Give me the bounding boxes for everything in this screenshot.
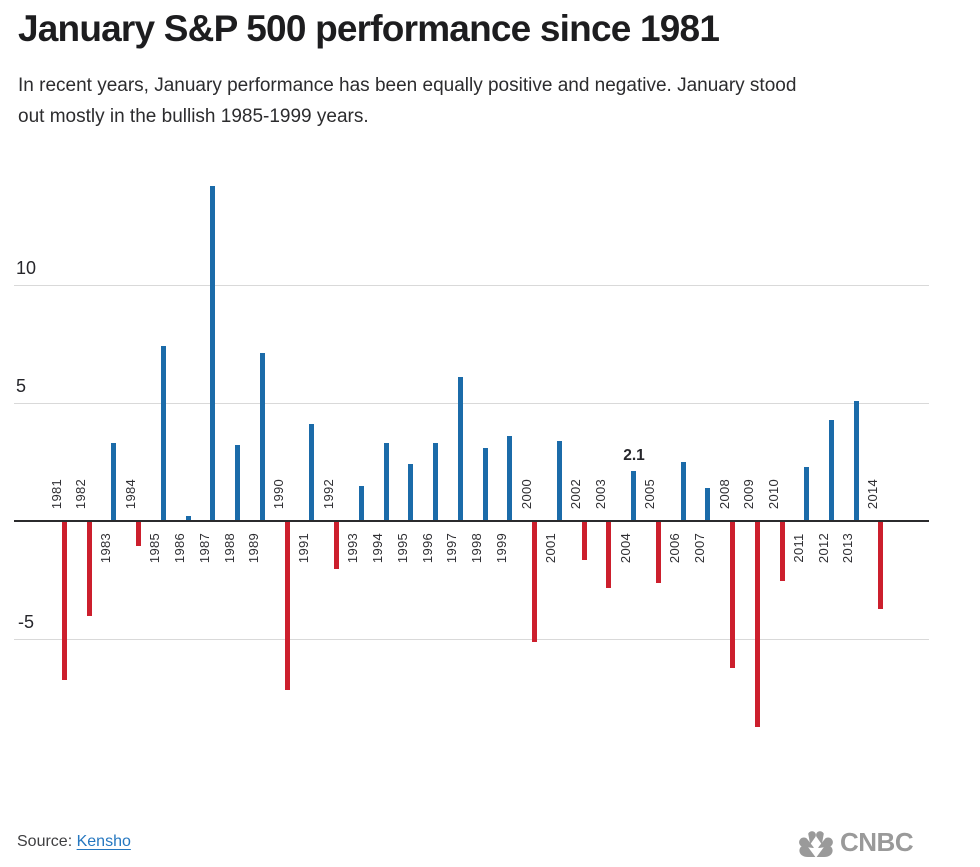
bar-2001	[557, 441, 562, 521]
y-axis-label-10: 10	[16, 258, 37, 278]
chart-subtitle: In recent years, January performance has…	[18, 70, 968, 132]
value-annotation-2004: 2.1	[623, 447, 645, 464]
year-label-1987: 1987	[197, 532, 212, 564]
bar-2002	[582, 522, 587, 560]
year-label-1995: 1995	[395, 532, 410, 564]
cnbc-logo: CNBC	[796, 826, 980, 860]
bar-2013	[854, 401, 859, 521]
year-label-1998: 1998	[469, 532, 484, 564]
year-label-2014: 2014	[865, 478, 880, 510]
year-label-1989: 1989	[246, 532, 261, 564]
bar-1992	[334, 522, 339, 569]
bar-2006	[681, 462, 686, 521]
bar-1986	[186, 516, 191, 521]
bar-2007	[705, 488, 710, 521]
year-label-2012: 2012	[816, 532, 831, 564]
bar-2005	[656, 522, 661, 583]
year-label-1988: 1988	[222, 532, 237, 564]
bar-2008	[730, 522, 735, 668]
bar-2014	[878, 522, 883, 609]
year-label-1985: 1985	[147, 532, 162, 564]
year-label-1986: 1986	[172, 532, 187, 564]
year-label-2002: 2002	[568, 478, 583, 510]
bar-1989	[260, 353, 265, 521]
year-label-2000: 2000	[519, 478, 534, 510]
source-line: Source: Kensho	[17, 833, 131, 851]
chart-area: 10 5 -5 1981 1982 1983 1984 1985 1986 1987 1988 198…	[14, 186, 929, 727]
bar-1990	[285, 522, 290, 690]
bar-2010	[780, 522, 785, 581]
year-label-1997: 1997	[444, 532, 459, 564]
year-label-2009: 2009	[741, 478, 756, 510]
bar-1996	[433, 443, 438, 521]
bar-1993	[359, 486, 364, 521]
peacock-icon	[799, 831, 833, 857]
bar-2009	[755, 522, 760, 727]
bar-1988	[235, 445, 240, 521]
subtitle-line-2: out mostly in the bullish 1985-1999 year…	[18, 106, 369, 127]
bar-1999	[507, 436, 512, 521]
gridline--5	[14, 639, 929, 640]
bar-2000	[532, 522, 537, 642]
year-label-1982: 1982	[73, 478, 88, 510]
gridline-10	[14, 285, 929, 286]
year-label-2013: 2013	[840, 532, 855, 564]
year-label-1990: 1990	[271, 478, 286, 510]
source-link-kensho[interactable]: Kensho	[76, 833, 131, 850]
year-label-2008: 2008	[717, 478, 732, 510]
bar-1997	[458, 377, 463, 521]
source-label: Source:	[17, 833, 73, 850]
bar-1991	[309, 424, 314, 521]
year-label-2007: 2007	[692, 532, 707, 564]
bar-1981	[62, 522, 67, 680]
year-label-1991: 1991	[296, 532, 311, 564]
y-axis-label-5: 5	[16, 376, 27, 396]
year-label-2006: 2006	[667, 532, 682, 564]
year-label-1981: 1981	[49, 478, 64, 510]
year-label-1999: 1999	[494, 532, 509, 564]
year-label-2004: 2004	[618, 532, 633, 564]
year-label-2005: 2005	[642, 478, 657, 510]
bar-2012	[829, 420, 834, 521]
chart-title: January S&P 500 performance since 1981	[18, 8, 720, 49]
subtitle-line-1: In recent years, January performance has…	[18, 75, 797, 96]
bar-1987	[210, 186, 215, 521]
year-label-1996: 1996	[420, 532, 435, 564]
bar-1982	[87, 522, 92, 616]
y-axis-label--5: -5	[18, 612, 35, 632]
x-axis-line	[14, 520, 929, 522]
cnbc-logo-text: CNBC	[840, 827, 914, 857]
year-label-2011: 2011	[791, 533, 806, 563]
year-label-1992: 1992	[321, 478, 336, 510]
bar-1998	[483, 448, 488, 521]
year-label-1984: 1984	[123, 478, 138, 510]
bar-2003	[606, 522, 611, 588]
gridline-5	[14, 403, 929, 404]
year-label-1983: 1983	[98, 532, 113, 564]
bar-2004	[631, 471, 636, 521]
year-label-1994: 1994	[370, 532, 385, 564]
year-label-2003: 2003	[593, 478, 608, 510]
year-label-2001: 2001	[543, 532, 558, 564]
bar-1994	[384, 443, 389, 521]
bar-1985	[161, 346, 166, 521]
bar-1995	[408, 464, 413, 521]
bar-1983	[111, 443, 116, 521]
bar-2011	[804, 467, 809, 521]
year-label-1993: 1993	[345, 532, 360, 564]
bar-1984	[136, 522, 141, 546]
year-label-2010: 2010	[766, 478, 781, 510]
